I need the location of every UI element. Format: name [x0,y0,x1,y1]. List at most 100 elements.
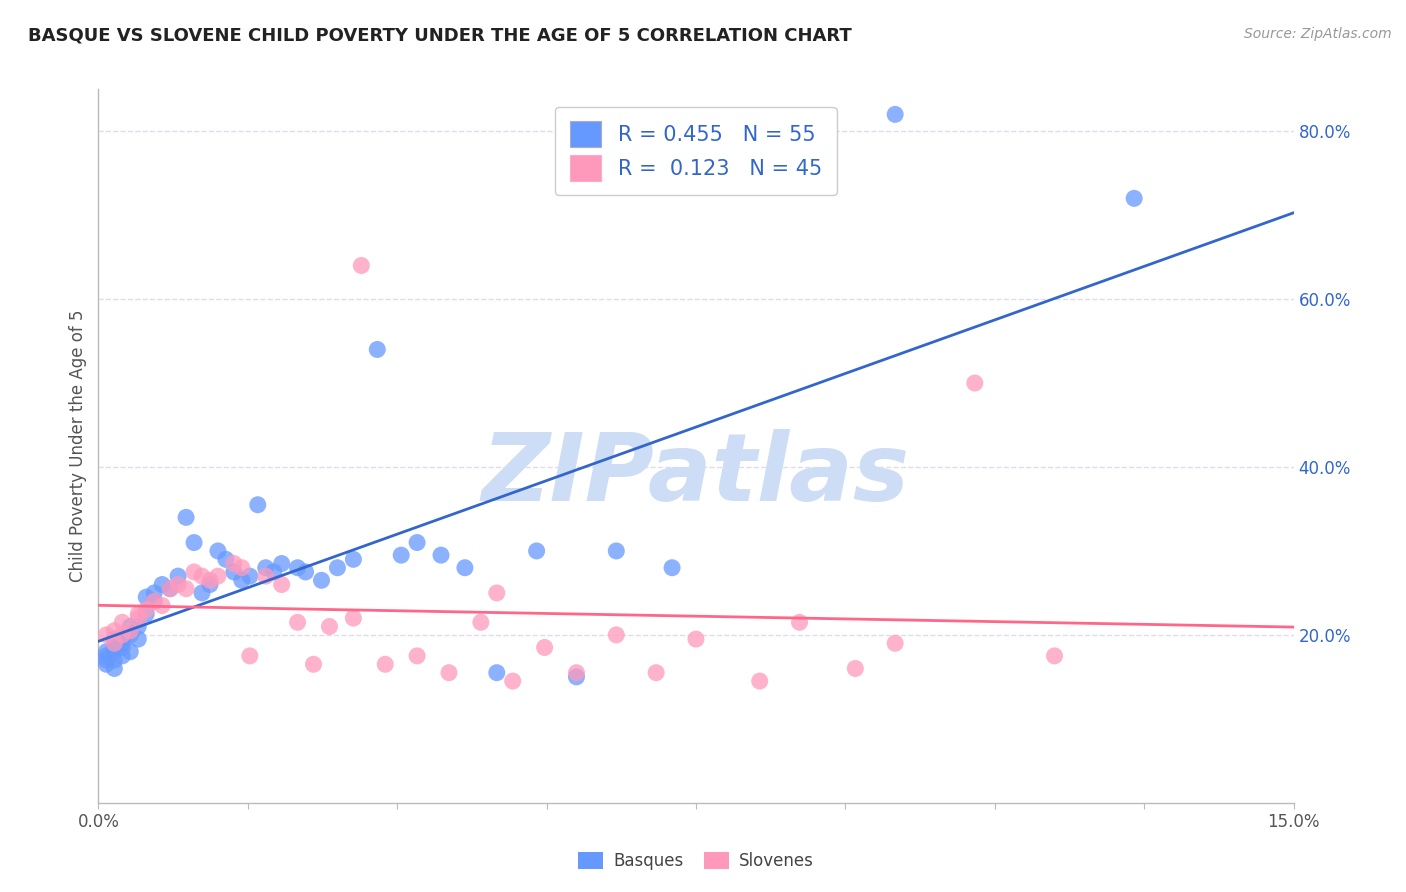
Point [565,670,588,684]
Point [143,594,166,608]
Point [254,569,277,583]
Point [302,657,325,672]
Point [326,560,349,574]
Point [191,586,214,600]
Point [789,615,811,630]
Point [135,607,157,621]
Point [215,552,238,566]
Point [103,645,125,659]
Point [661,560,683,574]
Point [103,632,125,646]
Point [685,632,707,646]
Point [198,574,221,588]
Point [1123,191,1146,205]
Point [430,548,453,562]
Point [167,577,190,591]
Point [311,574,333,588]
Point [389,548,412,562]
Point [287,615,309,630]
Point [342,552,364,566]
Point [239,648,262,663]
Text: ZIPatlas: ZIPatlas [482,428,910,521]
Point [470,615,492,630]
Point [198,577,221,591]
Point [366,343,388,357]
Point [294,565,316,579]
Point [239,569,262,583]
Point [174,510,197,524]
Point [263,565,285,579]
Point [526,544,548,558]
Point [111,648,134,663]
Point [406,535,429,549]
Point [254,560,277,574]
Point [120,619,142,633]
Point [103,624,125,638]
Point [167,569,190,583]
Point [454,560,477,574]
Point [103,661,125,675]
Point [502,674,524,689]
Point [159,582,181,596]
Point [135,590,157,604]
Point [222,557,245,571]
Point [96,653,118,667]
Point [287,560,309,574]
Point [150,577,173,591]
Point [120,628,142,642]
Point [231,560,253,574]
Point [270,557,292,571]
Point [406,648,429,663]
Point [159,582,181,596]
Point [183,565,205,579]
Point [748,674,770,689]
Point [231,574,253,588]
Point [150,599,173,613]
Point [135,603,157,617]
Point [207,569,229,583]
Point [111,628,134,642]
Point [127,632,149,646]
Point [605,628,627,642]
Point [111,640,134,655]
Point [96,645,118,659]
Point [183,535,205,549]
Point [191,569,214,583]
Point [120,645,142,659]
Point [485,665,508,680]
Text: BASQUE VS SLOVENE CHILD POVERTY UNDER THE AGE OF 5 CORRELATION CHART: BASQUE VS SLOVENE CHILD POVERTY UNDER TH… [28,27,852,45]
Legend: Basques, Slovenes: Basques, Slovenes [572,845,820,877]
Point [174,582,197,596]
Point [270,577,292,591]
Point [120,624,142,638]
Point [103,640,125,655]
Point [884,107,907,121]
Point [96,657,118,672]
Point [246,498,269,512]
Point [350,259,373,273]
Point [963,376,986,390]
Point [645,665,668,680]
Point [318,619,340,633]
Point [127,619,149,633]
Point [111,615,134,630]
Text: Source: ZipAtlas.com: Source: ZipAtlas.com [1244,27,1392,41]
Y-axis label: Child Poverty Under the Age of 5: Child Poverty Under the Age of 5 [69,310,87,582]
Point [111,632,134,646]
Point [103,636,125,650]
Point [96,628,118,642]
Point [565,665,588,680]
Point [103,653,125,667]
Point [222,565,245,579]
Point [374,657,396,672]
Point [437,665,460,680]
Point [485,586,508,600]
Point [342,611,364,625]
Point [127,611,149,625]
Point [207,544,229,558]
Point [143,586,166,600]
Point [1043,648,1066,663]
Point [884,636,907,650]
Point [127,607,149,621]
Point [111,636,134,650]
